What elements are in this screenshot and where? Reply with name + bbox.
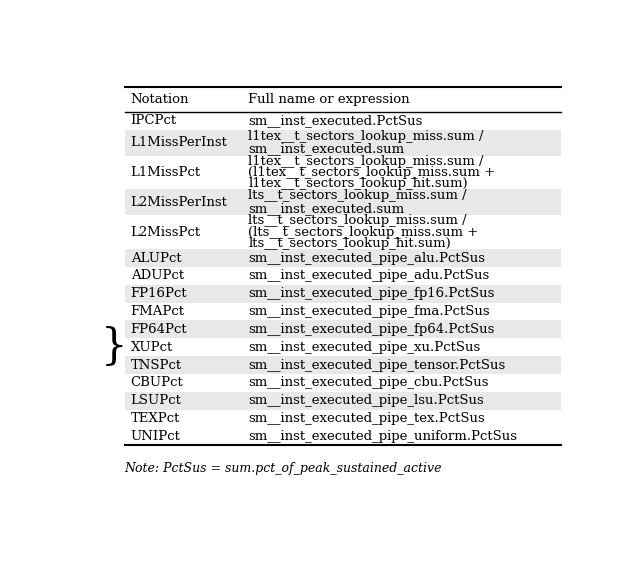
Text: sm__inst_executed_pipe_tensor.PctSus: sm__inst_executed_pipe_tensor.PctSus	[248, 358, 506, 372]
Text: L2MissPerInst: L2MissPerInst	[131, 196, 227, 209]
Text: sm__inst_executed_pipe_uniform.PctSus: sm__inst_executed_pipe_uniform.PctSus	[248, 430, 518, 443]
Text: (lts__t_sectors_lookup_miss.sum +: (lts__t_sectors_lookup_miss.sum +	[248, 226, 479, 239]
Text: IPCPct: IPCPct	[131, 114, 177, 127]
Bar	[125, 356, 561, 374]
Text: sm__inst_executed_pipe_fp64.PctSus: sm__inst_executed_pipe_fp64.PctSus	[248, 323, 495, 336]
Text: TEXPct: TEXPct	[131, 412, 180, 425]
Text: sm__inst_executed.sum: sm__inst_executed.sum	[248, 202, 404, 215]
Text: sm__inst_executed_pipe_xu.PctSus: sm__inst_executed_pipe_xu.PctSus	[248, 340, 481, 354]
Text: sm__inst_executed_pipe_adu.PctSus: sm__inst_executed_pipe_adu.PctSus	[248, 269, 490, 283]
Text: L1MissPerInst: L1MissPerInst	[131, 136, 227, 149]
Text: L1MissPct: L1MissPct	[131, 166, 201, 179]
Text: l1tex__t_sectors_lookup_miss.sum /: l1tex__t_sectors_lookup_miss.sum /	[248, 155, 484, 168]
Bar	[125, 189, 561, 215]
Text: sm__inst_executed_pipe_alu.PctSus: sm__inst_executed_pipe_alu.PctSus	[248, 251, 486, 265]
Text: sm__inst_executed.sum: sm__inst_executed.sum	[248, 142, 404, 156]
Text: sm__inst_executed_pipe_fp16.PctSus: sm__inst_executed_pipe_fp16.PctSus	[248, 287, 495, 301]
Text: lts__t_sectors_lookup_hit.sum): lts__t_sectors_lookup_hit.sum)	[248, 237, 451, 250]
Text: l1tex__t_sectors_lookup_miss.sum /: l1tex__t_sectors_lookup_miss.sum /	[248, 130, 484, 142]
Text: FP16Pct: FP16Pct	[131, 287, 188, 301]
Text: XUPct: XUPct	[131, 340, 173, 354]
Text: L2MissPct: L2MissPct	[131, 226, 201, 239]
Bar	[125, 130, 561, 156]
Text: l1tex__t_sectors_lookup_hit.sum): l1tex__t_sectors_lookup_hit.sum)	[248, 177, 468, 190]
Text: LSUPct: LSUPct	[131, 394, 182, 407]
Text: sm__inst_executed_pipe_lsu.PctSus: sm__inst_executed_pipe_lsu.PctSus	[248, 394, 484, 407]
Text: ADUPct: ADUPct	[131, 269, 184, 283]
Text: UNIPct: UNIPct	[131, 430, 180, 443]
Text: sm__inst_executed_pipe_tex.PctSus: sm__inst_executed_pipe_tex.PctSus	[248, 412, 485, 425]
Text: Notation: Notation	[131, 93, 189, 106]
Text: CBUPct: CBUPct	[131, 376, 183, 390]
Text: sm__inst_executed_pipe_cbu.PctSus: sm__inst_executed_pipe_cbu.PctSus	[248, 376, 489, 390]
Text: }: }	[100, 326, 127, 368]
Bar	[125, 321, 561, 338]
Text: Full name or expression: Full name or expression	[248, 93, 410, 106]
Text: FP64Pct: FP64Pct	[131, 323, 188, 336]
Text: Note: PctSus = sum.pct_of_peak_sustained_active: Note: PctSus = sum.pct_of_peak_sustained…	[125, 462, 442, 475]
Text: lts__t_sectors_lookup_miss.sum /: lts__t_sectors_lookup_miss.sum /	[248, 214, 467, 228]
Bar	[125, 285, 561, 303]
Text: FMAPct: FMAPct	[131, 305, 184, 318]
Text: ALUPct: ALUPct	[131, 251, 181, 265]
Text: (l1tex__t_sectors_lookup_miss.sum +: (l1tex__t_sectors_lookup_miss.sum +	[248, 166, 495, 179]
Bar	[125, 392, 561, 410]
Text: lts__t_sectors_lookup_miss.sum /: lts__t_sectors_lookup_miss.sum /	[248, 189, 467, 203]
Text: TNSPct: TNSPct	[131, 358, 182, 372]
Text: sm__inst_executed.PctSus: sm__inst_executed.PctSus	[248, 114, 423, 127]
Text: sm__inst_executed_pipe_fma.PctSus: sm__inst_executed_pipe_fma.PctSus	[248, 305, 490, 318]
Bar	[125, 249, 561, 267]
